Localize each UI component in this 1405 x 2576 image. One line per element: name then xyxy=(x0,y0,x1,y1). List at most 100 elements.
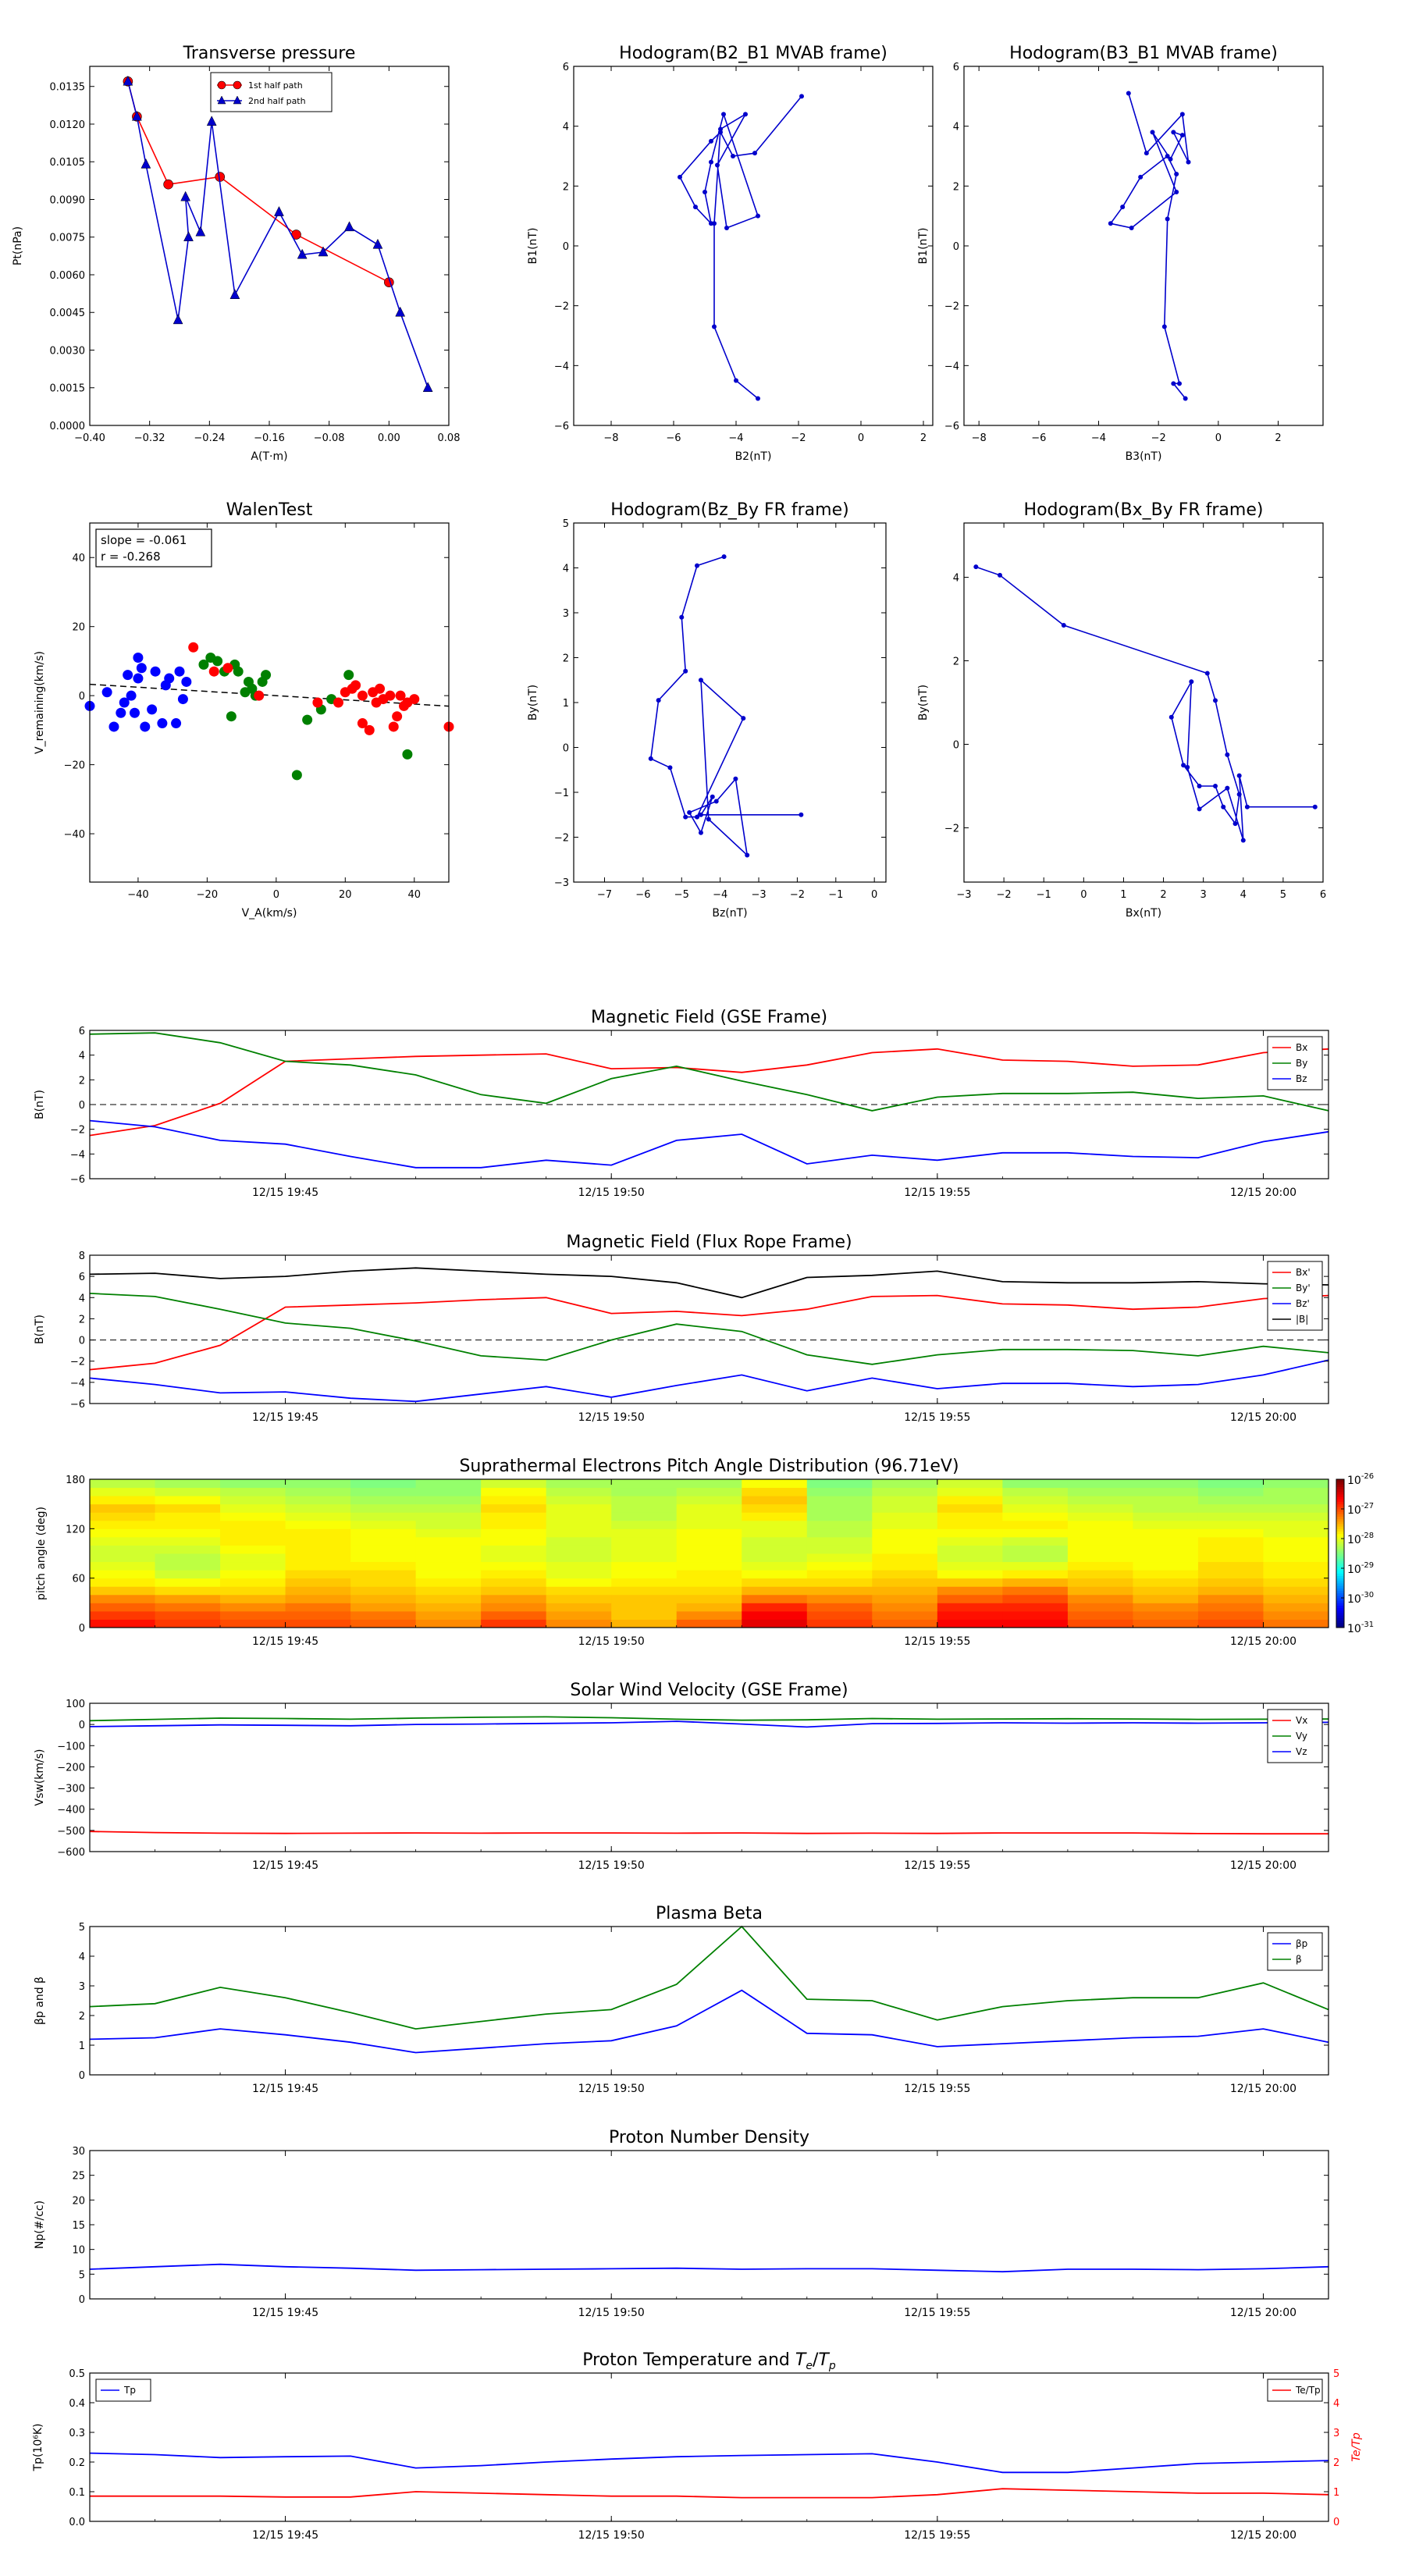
tp-ytick-label: 0.0135 xyxy=(50,82,86,94)
hodo2-ytick-label: 2 xyxy=(953,181,959,193)
hodogram-point xyxy=(712,324,717,329)
heatmap-cell xyxy=(1067,1586,1133,1596)
heatmap-cell xyxy=(285,1536,351,1546)
hodogram-point xyxy=(1126,91,1131,96)
colorbar-segment xyxy=(1336,1482,1344,1485)
bgse-series-3 xyxy=(89,1119,1329,1169)
np-ytick-label: 25 xyxy=(72,2171,85,2183)
heatmap-cell xyxy=(155,1512,221,1521)
heatmap-cell xyxy=(1067,1496,1133,1505)
colorbar-segment xyxy=(1336,1605,1344,1609)
heatmap-cell xyxy=(806,1570,873,1579)
hodogram-point xyxy=(1150,130,1155,135)
chart-beta: 12/15 19:45 12/15 19:50 12/15 19:55 12/15 2… xyxy=(34,1904,1329,2095)
heatmap-cell xyxy=(1133,1594,1199,1603)
hodo2-ytick-label: −6 xyxy=(944,421,959,432)
np-ytick-label: 30 xyxy=(72,2146,85,2158)
walen-point-1 xyxy=(123,670,133,681)
chart-hodo1: −8 −6 −4 −2 0 2 −6 −4 −2 0 2 4 6 Hodogram(B2_B1 MVAB … xyxy=(527,44,934,463)
heatmap-cell xyxy=(872,1619,938,1628)
walen-point-2 xyxy=(226,711,237,722)
hodogram-point xyxy=(756,396,760,401)
vsw-ytick-label: 100 xyxy=(66,1699,85,1710)
heatmap-cell xyxy=(611,1586,678,1596)
tp-xtick-label: −0.16 xyxy=(254,432,285,444)
hodo1-xtick-label: −6 xyxy=(666,432,681,444)
heatmap-cell xyxy=(546,1512,612,1521)
hodo1-title: Hodogram(B2_B1 MVAB frame) xyxy=(619,44,887,63)
heatmap-cell xyxy=(1067,1545,1133,1554)
heatmap-cell xyxy=(1133,1578,1199,1587)
hodo3-title: Hodogram(Bz_By FR frame) xyxy=(610,500,848,520)
hodo4-xtick-label: −2 xyxy=(997,889,1012,901)
colorbar-segment xyxy=(1336,1535,1344,1539)
colorbar-tick-exp: -26 xyxy=(1361,1472,1374,1481)
heatmap-cell xyxy=(611,1512,678,1521)
temp-time-label: 12/15 19:55 xyxy=(904,2529,970,2542)
series-2-point xyxy=(229,289,240,299)
heatmap-cell xyxy=(415,1594,482,1603)
heatmap-cell xyxy=(90,1512,156,1521)
heatmap-cell xyxy=(481,1487,547,1496)
walen-point-3 xyxy=(388,721,399,732)
heatmap-cell xyxy=(285,1496,351,1505)
colorbar-segment xyxy=(1336,1516,1344,1520)
heatmap-cell xyxy=(806,1553,873,1563)
heatmap-cell xyxy=(676,1619,742,1628)
hodogram-point xyxy=(706,817,711,822)
heatmap-cell xyxy=(1263,1603,1329,1612)
temp-ytick-label-right: 4 xyxy=(1333,2398,1339,2410)
walen-point-1 xyxy=(130,707,140,718)
heatmap-cell xyxy=(155,1545,221,1554)
heatmap-cell xyxy=(90,1578,156,1587)
hodogram-point xyxy=(1213,698,1218,703)
heatmap-cell xyxy=(872,1536,938,1546)
heatmap-cell xyxy=(1133,1619,1199,1628)
hodogram-point xyxy=(1165,216,1170,222)
heatmap-cell xyxy=(1133,1570,1199,1579)
heatmap-cell xyxy=(937,1536,1003,1546)
pad-ytick-label: 180 xyxy=(66,1475,85,1486)
hodo2-ytick-label: −4 xyxy=(944,361,959,372)
series-2-point xyxy=(372,238,383,249)
colorbar-segment xyxy=(1336,1573,1344,1576)
heatmap-cell xyxy=(1067,1610,1133,1620)
heatmap-cell xyxy=(742,1610,808,1620)
heatmap-cell xyxy=(872,1545,938,1554)
hodo4-xtick-label: 1 xyxy=(1120,889,1126,901)
heatmap-cell xyxy=(481,1578,547,1587)
heatmap-cell xyxy=(155,1570,221,1579)
hodogram-path xyxy=(679,95,802,400)
heatmap-cell xyxy=(220,1536,286,1546)
bfr-time-label: 12/15 20:00 xyxy=(1230,1411,1297,1424)
colorbar-tick-label: 10-26 xyxy=(1347,1472,1374,1487)
heatmap-cell xyxy=(611,1610,678,1620)
legend-label: 2nd half path xyxy=(248,96,306,106)
heatmap-cell xyxy=(285,1528,351,1538)
heatmap-cell xyxy=(481,1570,547,1579)
heatmap-cell xyxy=(611,1570,678,1579)
colorbar-segment xyxy=(1336,1571,1344,1574)
heatmap-cell xyxy=(806,1503,873,1513)
heatmap-cell xyxy=(220,1528,286,1538)
walen-point-1 xyxy=(119,697,130,708)
heatmap-cell xyxy=(611,1561,678,1571)
heatmap-cell xyxy=(937,1545,1003,1554)
heatmap-cell xyxy=(220,1578,286,1587)
heatmap-cell xyxy=(1263,1586,1329,1596)
hodo1-ytick-label: 0 xyxy=(563,241,569,253)
hodo4-ytick-label: −2 xyxy=(944,823,959,834)
colorbar-tick-base: 10 xyxy=(1347,1593,1361,1606)
chart-np: 12/15 19:45 12/15 19:50 12/15 19:55 12/15 2… xyxy=(34,2128,1329,2319)
heatmap-cell xyxy=(1263,1570,1329,1579)
beta-legend-box xyxy=(1267,1932,1323,1971)
beta-legend-label: βp xyxy=(1296,1938,1307,1949)
pad-time-label: 12/15 19:50 xyxy=(578,1635,645,1648)
walen-point-3 xyxy=(254,690,265,701)
hodo2-xtick-label: −6 xyxy=(1031,432,1046,444)
heatmap-cell xyxy=(155,1520,221,1529)
hodo1-xtick-label: −4 xyxy=(728,432,743,444)
hodogram-point xyxy=(1181,763,1186,768)
hodogram-point xyxy=(1171,381,1176,386)
colorbar-segment xyxy=(1336,1620,1344,1624)
